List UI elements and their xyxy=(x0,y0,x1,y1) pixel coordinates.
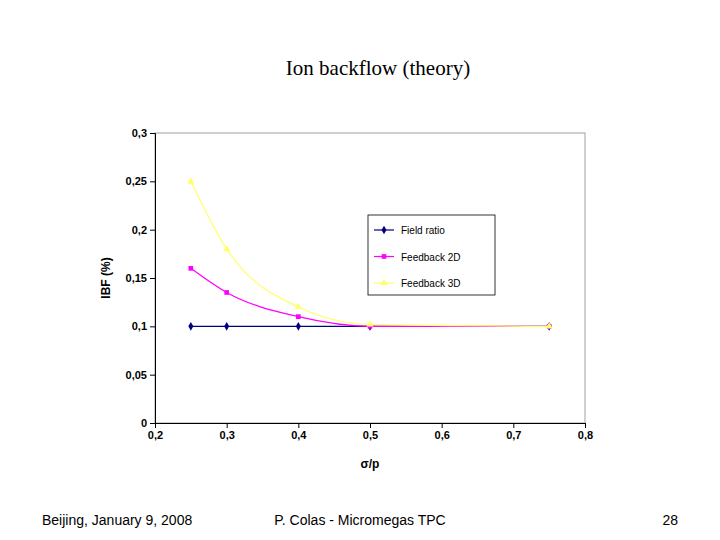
legend-marker xyxy=(380,279,387,285)
x-axis-title: σ/p xyxy=(361,457,380,471)
x-tick-mark xyxy=(585,423,586,428)
x-tick-label: 0,8 xyxy=(578,429,593,441)
y-tick-label: 0,1 xyxy=(132,320,147,332)
legend: Field ratio Feedback 2D Feedback 3D xyxy=(368,215,495,295)
series-marker xyxy=(224,290,229,295)
chart-title: Ion backflow (theory) xyxy=(286,56,470,80)
x-axis-line xyxy=(156,424,586,429)
y-tick: 0,2 xyxy=(132,224,155,236)
y-tick: 0 xyxy=(141,417,155,429)
y-tick-mark xyxy=(150,375,155,376)
x-tick-mark xyxy=(298,423,299,428)
footer-center: P. Colas - Micromegas TPC xyxy=(274,512,445,528)
x-tick: 0,5 xyxy=(363,423,378,441)
x-tick-label: 0,4 xyxy=(291,429,307,441)
y-tick-label: 0,25 xyxy=(126,175,147,187)
x-tick-label: 0,7 xyxy=(506,429,521,441)
y-tick-label: 0 xyxy=(141,417,147,429)
legend-marker xyxy=(381,226,386,235)
series-marker xyxy=(223,245,230,251)
x-tick-label: 0,6 xyxy=(435,429,450,441)
x-tick-mark xyxy=(513,423,514,428)
plot-frame xyxy=(155,133,585,423)
y-tick: 0,1 xyxy=(132,320,155,332)
x-tick: 0,7 xyxy=(506,423,521,441)
y-tick-mark xyxy=(150,423,155,424)
y-tick: 0,05 xyxy=(126,369,155,381)
x-tick: 0,8 xyxy=(578,423,593,441)
legend-box xyxy=(368,215,495,295)
series-marker xyxy=(366,320,373,326)
y-tick-label: 0,05 xyxy=(126,369,147,381)
legend-label: Field ratio xyxy=(401,225,445,236)
plot-area xyxy=(187,177,552,330)
y-tick: 0,25 xyxy=(126,175,155,187)
y-tick-mark xyxy=(150,326,155,327)
footer-right: 28 xyxy=(662,512,678,528)
x-tick: 0,6 xyxy=(435,423,450,441)
y-tick-mark xyxy=(150,230,155,231)
y-tick: 0,15 xyxy=(126,272,155,284)
y-axis-title: IBF (%) xyxy=(99,257,113,298)
series-marker xyxy=(188,266,193,271)
series-marker xyxy=(546,322,553,328)
x-tick-mark xyxy=(227,423,228,428)
slide: Ion backflow (theory)0,20,30,40,50,60,70… xyxy=(0,0,720,540)
legend-marker xyxy=(382,254,387,259)
y-tick: 0,3 xyxy=(132,127,155,139)
y-axis-line xyxy=(150,134,156,424)
series-marker xyxy=(296,314,301,319)
series-line xyxy=(191,181,549,326)
series-marker xyxy=(188,322,193,331)
series-marker xyxy=(295,303,302,309)
series-marker xyxy=(296,322,301,331)
x-tick: 0,4 xyxy=(291,423,307,441)
legend-label: Feedback 2D xyxy=(401,252,460,263)
y-tick-label: 0,3 xyxy=(132,127,147,139)
y-tick-mark xyxy=(150,278,155,279)
y-tick-label: 0,15 xyxy=(126,272,147,284)
y-tick-mark xyxy=(150,181,155,182)
x-tick-label: 0,3 xyxy=(220,429,235,441)
footer-left: Beijing, January 9, 2008 xyxy=(42,512,192,528)
series-marker xyxy=(187,177,194,183)
x-tick-mark xyxy=(442,423,443,428)
series-marker xyxy=(224,322,229,331)
x-axis: 0,2 0,3 0,4 0,5 0,6 0,7 0,8 xyxy=(148,423,593,441)
legend-label: Feedback 3D xyxy=(401,278,460,289)
x-tick-mark xyxy=(370,423,371,428)
x-tick-label: 0,2 xyxy=(148,429,163,441)
x-tick: 0,3 xyxy=(220,423,235,441)
x-tick: 0,2 xyxy=(148,423,163,441)
y-axis: 0 0,05 0,1 0,15 0,2 0,25 0,3 xyxy=(126,127,156,429)
y-tick-mark xyxy=(150,133,155,134)
y-tick-label: 0,2 xyxy=(132,224,147,236)
x-tick-label: 0,5 xyxy=(363,429,378,441)
